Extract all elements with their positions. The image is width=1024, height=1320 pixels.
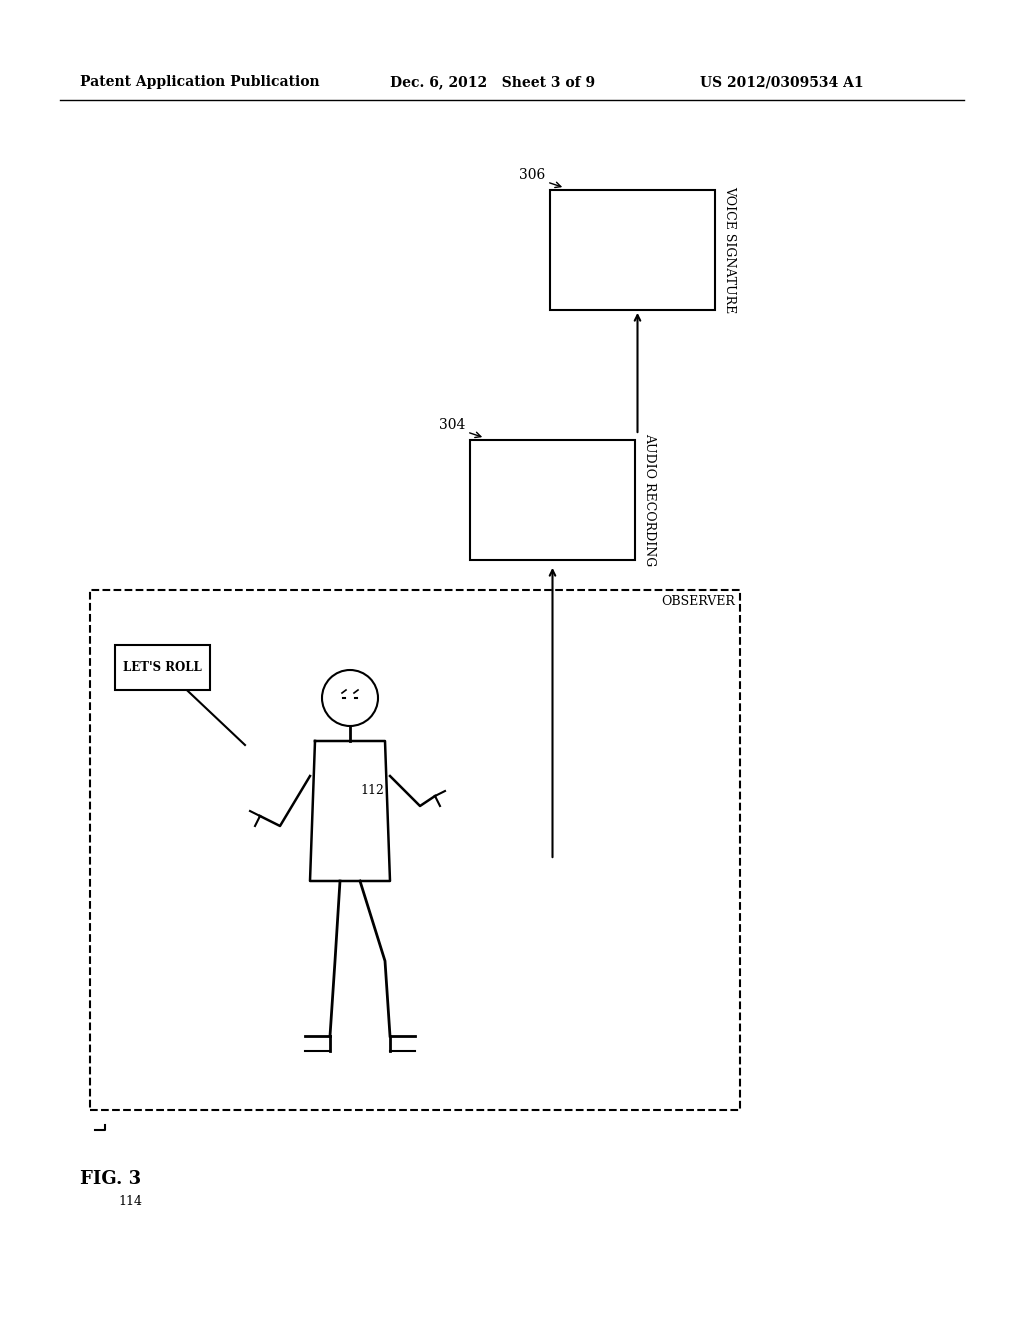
Bar: [90, 590, 740, 1110]
Text: VOICE SIGNATURE: VOICE SIGNATURE: [723, 186, 736, 314]
Text: AUDIO RECORDING: AUDIO RECORDING: [643, 433, 656, 566]
Text: 306: 306: [519, 168, 545, 182]
Text: 112: 112: [360, 784, 384, 797]
Bar: [470, 440, 635, 560]
Text: OBSERVER: OBSERVER: [662, 595, 735, 609]
Text: Patent Application Publication: Patent Application Publication: [80, 75, 319, 88]
Text: US 2012/0309534 A1: US 2012/0309534 A1: [700, 75, 863, 88]
Text: LET'S ROLL: LET'S ROLL: [123, 661, 202, 675]
Text: 114: 114: [118, 1195, 142, 1208]
Text: 304: 304: [438, 418, 465, 432]
Text: FIG. 3: FIG. 3: [80, 1170, 141, 1188]
Bar: [115, 645, 210, 690]
Bar: [550, 190, 715, 310]
Text: Dec. 6, 2012   Sheet 3 of 9: Dec. 6, 2012 Sheet 3 of 9: [390, 75, 595, 88]
